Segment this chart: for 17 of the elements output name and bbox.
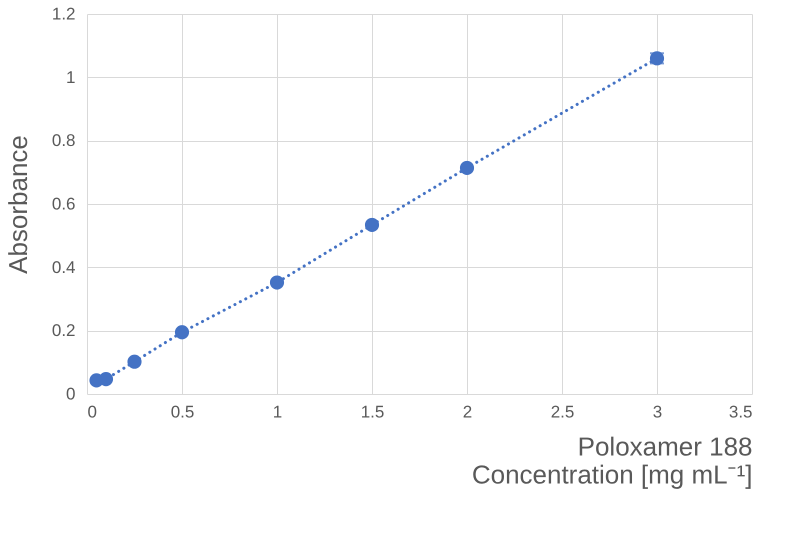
x-axis-title: Poloxamer 188 Concentration [mg mL⁻¹] [472, 432, 752, 490]
y-axis-title: Absorbance [2, 135, 33, 274]
y-tick-label: 1 [66, 68, 76, 87]
x-tick-label: 3 [652, 402, 662, 422]
x-tick-label: 1 [272, 402, 282, 422]
y-tick-label: 0.4 [52, 258, 76, 277]
x-tick-label: 2 [462, 402, 472, 422]
x-tick-label: 1.5 [360, 402, 384, 422]
x-tick-label: 3.5 [728, 402, 752, 422]
y-tick-label: 0.8 [52, 131, 76, 150]
x-tick-label: 0.5 [170, 402, 194, 422]
x-tick-label: 0 [88, 402, 97, 422]
y-tick-label: 0 [66, 384, 76, 404]
x-tick-label: 2.5 [550, 402, 574, 422]
y-tick-label: 0.2 [52, 321, 76, 340]
y-tick-label: 0.6 [52, 194, 76, 214]
y-tick-label: 1.2 [52, 4, 76, 24]
